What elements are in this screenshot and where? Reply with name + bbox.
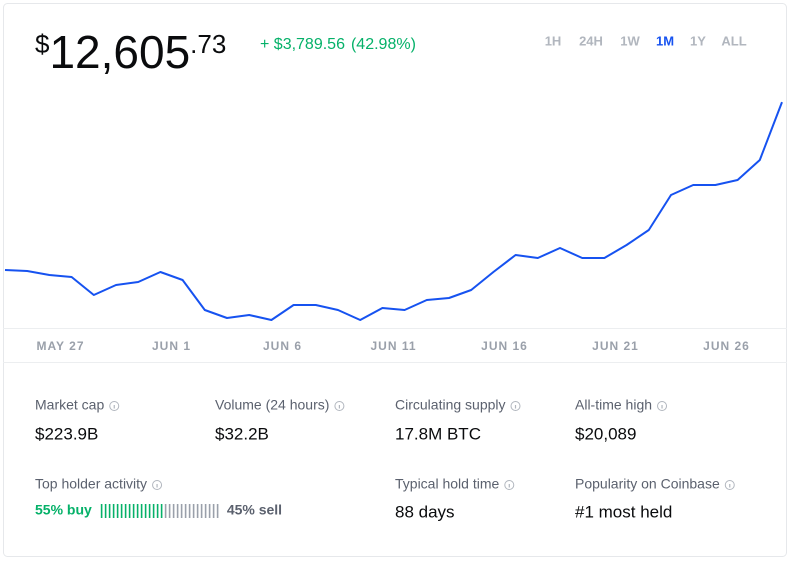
card (3, 3, 787, 557)
range-button[interactable]: 1H (545, 33, 562, 48)
x-tick-label: JUN 26 (703, 339, 750, 353)
x-tick-label: JUN 11 (370, 339, 416, 353)
stat-label: Popularity on Coinbase (575, 476, 720, 492)
stat-value: $32.2B (215, 424, 269, 443)
range-button[interactable]: 1W (620, 33, 640, 48)
buy-tick (144, 504, 147, 518)
sell-label: 45% sell (227, 502, 282, 518)
stat-value: #1 most held (575, 502, 672, 521)
buy-tick (116, 504, 119, 518)
stat-label: All-time high (575, 397, 652, 413)
buy-tick (136, 504, 139, 518)
sell-tick (192, 504, 195, 518)
buy-tick (120, 504, 123, 518)
change-amount: + $3,789.56 (260, 36, 345, 53)
sell-tick (180, 504, 183, 518)
buy-tick (140, 504, 143, 518)
sell-tick (196, 504, 199, 518)
sell-tick (176, 504, 179, 518)
range-button[interactable]: ALL (721, 33, 746, 48)
price-line (4, 101, 783, 321)
range-button[interactable]: 1Y (690, 33, 706, 48)
stat-label: Typical hold time (395, 476, 499, 492)
price-change: + $3,789.56 (42.98%) (260, 36, 416, 53)
buy-tick (148, 504, 151, 518)
price-whole: 12,605 (49, 26, 190, 78)
info-icon[interactable] (510, 401, 521, 411)
buy-tick (160, 504, 163, 518)
buy-tick (108, 504, 111, 518)
buy-label: 55% buy (35, 502, 92, 518)
buy-tick (100, 504, 103, 518)
x-tick-label: JUN 21 (592, 339, 639, 353)
stat-label: Market cap (35, 397, 104, 413)
buy-tick (124, 504, 127, 518)
sell-tick (172, 504, 175, 518)
price-cents: .73 (190, 29, 226, 59)
info-icon[interactable] (504, 480, 515, 490)
sell-tick (188, 504, 191, 518)
change-percent: (42.98%) (351, 36, 416, 53)
info-icon[interactable] (657, 401, 668, 411)
buy-tick (156, 504, 159, 518)
stat-value: 88 days (395, 502, 455, 521)
range-button[interactable]: 1M (656, 33, 674, 48)
buy-tick (132, 504, 135, 518)
sell-tick (212, 504, 215, 518)
buy-tick (152, 504, 155, 518)
range-button[interactable]: 24H (579, 33, 603, 48)
info-icon[interactable] (152, 480, 163, 490)
info-icon[interactable] (724, 480, 735, 490)
info-icon[interactable] (334, 401, 345, 411)
currency: $ (35, 29, 50, 59)
buy-tick (104, 504, 107, 518)
buy-tick (112, 504, 115, 518)
stat-value: 17.8M BTC (395, 424, 481, 443)
x-tick-label: MAY 27 (36, 339, 84, 353)
x-tick-label: JUN 1 (152, 339, 191, 353)
stat-value: $223.9B (35, 424, 98, 443)
x-tick-label: JUN 16 (481, 339, 528, 353)
stat-value: $20,089 (575, 424, 636, 443)
sell-tick (200, 504, 203, 518)
stat-label: Top holder activity (35, 476, 147, 492)
x-tick-label: JUN 6 (263, 339, 302, 353)
sell-tick (184, 504, 187, 518)
sell-tick (216, 504, 219, 518)
info-icon[interactable] (109, 401, 120, 411)
buy-tick (128, 504, 131, 518)
sell-tick (204, 504, 207, 518)
sell-tick (164, 504, 167, 518)
stat-label: Circulating supply (395, 397, 506, 413)
stat-label: Volume (24 hours) (215, 397, 329, 413)
price: $12,605.73 (35, 26, 226, 78)
sell-tick (208, 504, 211, 518)
sell-tick (168, 504, 171, 518)
